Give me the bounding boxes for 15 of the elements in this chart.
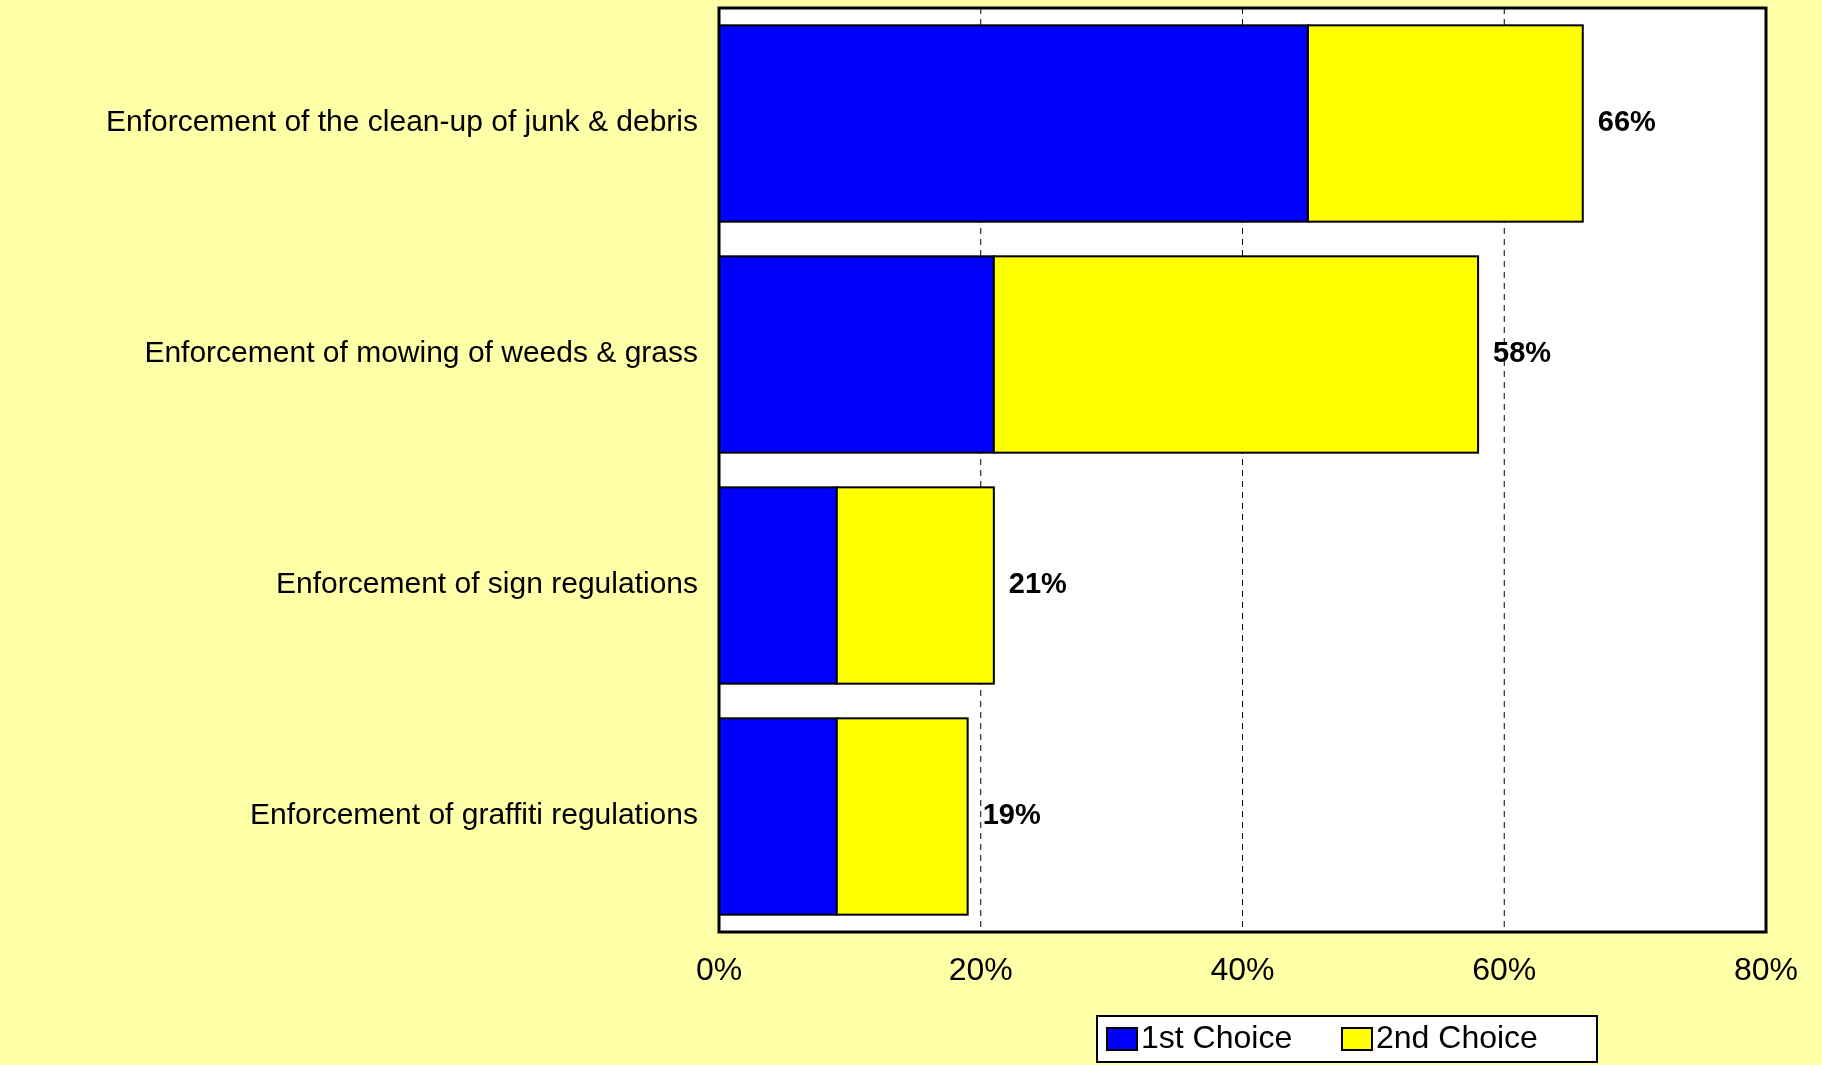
total-label: 21% bbox=[1008, 567, 1068, 600]
y-tick-label: Enforcement of sign regulations bbox=[276, 566, 698, 600]
x-tick-label: 80% bbox=[1733, 951, 1799, 987]
y-tick-label: Enforcement of the clean-up of junk & debris bbox=[105, 104, 698, 138]
y-tick-label: Enforcement of mowing of weeds & grass bbox=[144, 335, 698, 369]
legend-label: 2nd Choice bbox=[1376, 1019, 1538, 1056]
x-tick-label: 60% bbox=[1472, 951, 1537, 987]
total-label: 58% bbox=[1493, 336, 1552, 369]
y-tick-label: Enforcement of graffiti regulations bbox=[249, 797, 698, 831]
x-tick-label: 0% bbox=[695, 951, 743, 987]
x-tick-label: 20% bbox=[948, 951, 1013, 987]
legend-label: 1st Choice bbox=[1141, 1019, 1293, 1056]
total-label: 19% bbox=[982, 798, 1041, 831]
x-tick-label: 40% bbox=[1210, 951, 1275, 987]
total-label: 66% bbox=[1597, 105, 1657, 138]
